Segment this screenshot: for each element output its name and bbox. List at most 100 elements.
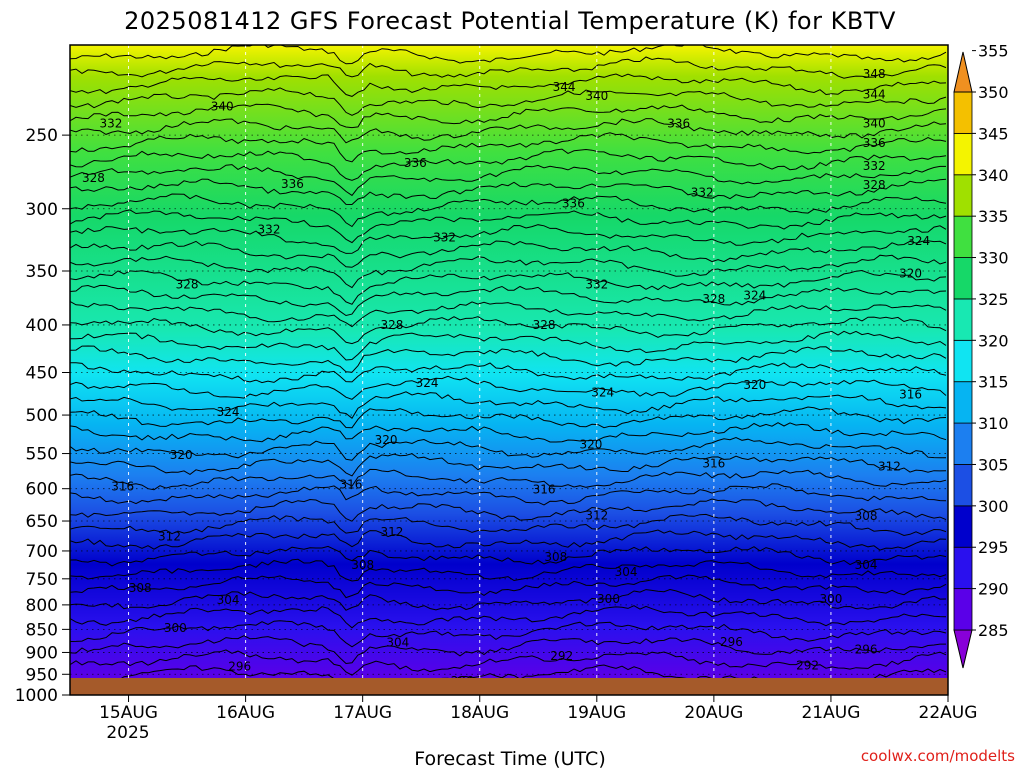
isentrope-line: [70, 103, 947, 129]
x-axis-label: Forecast Time (UTC): [414, 748, 605, 768]
contour-label: 308: [544, 550, 567, 564]
colorbar-segment: [953, 257, 973, 300]
contour-label: 300: [597, 592, 620, 606]
ground-surface: [70, 678, 948, 695]
colorbar-underflow: [953, 629, 973, 669]
colorbar-label: 295: [978, 538, 1009, 557]
contour-label: 348: [863, 67, 886, 81]
contour-label: 336: [281, 177, 304, 191]
colorbar-segment: [953, 298, 973, 341]
contour-label: 320: [899, 266, 922, 280]
isentrope-line: [70, 362, 947, 384]
contour-label: 324: [907, 234, 930, 248]
colorbar-segment: [953, 91, 973, 134]
colorbar-label: 285: [978, 621, 1009, 640]
isentrope-line: [70, 574, 947, 599]
contour-label: 300: [819, 592, 842, 606]
contour-label: 296: [720, 635, 743, 649]
colorbar-label: 345: [978, 124, 1009, 143]
contour-label: 312: [878, 460, 901, 474]
isentrope-line: [70, 300, 947, 328]
colorbar-segment: [953, 381, 973, 424]
colorbar-segment: [953, 588, 973, 631]
isentrope-line: [70, 73, 947, 97]
isentrope-line: [70, 269, 947, 305]
y-tick-label: 1000: [15, 686, 58, 706]
isentrope-line: [70, 209, 947, 244]
isentrope-line: [70, 375, 947, 400]
colorbar-segment: [953, 505, 973, 548]
colorbar-segment: [953, 215, 973, 258]
contour-label: 328: [863, 178, 886, 192]
isentrope-line: [70, 498, 947, 522]
isentrope-line: [70, 588, 947, 611]
contour-label: 328: [702, 292, 725, 306]
y-tick-label: 950: [26, 665, 58, 685]
colorbar-label: 355: [978, 42, 1009, 61]
chart-title: 2025081412 GFS Forecast Potential Temper…: [124, 7, 896, 35]
y-tick-label: 700: [26, 542, 58, 562]
colorbar-segment: [953, 174, 973, 217]
isentrope-line: [70, 529, 947, 551]
isentrope-line: [70, 422, 947, 443]
contour-label: 316: [899, 387, 922, 401]
x-tick-label: 16AUG: [216, 703, 275, 723]
isentrope-line: [70, 453, 947, 477]
contour-label: 332: [258, 223, 281, 237]
isentrope-line: [70, 483, 947, 506]
contour-label: 312: [585, 508, 608, 522]
contour-label: 332: [585, 278, 608, 292]
contour-label: 304: [855, 558, 878, 572]
x-axis: 15AUG 16AUG 17AUG 18AUG 19AUG 20AUG 21AUG 22AUG: [99, 695, 977, 723]
isentrope-line: [70, 635, 946, 665]
contour-label: 320: [743, 378, 766, 392]
y-tick-label: 350: [26, 262, 58, 282]
isentrope-line: [70, 240, 947, 268]
plot-area: 348 344 344 340 340 340 336 336 336 336 336 332 332 3…: [70, 45, 948, 688]
isentrope-line: [70, 178, 947, 206]
colorbar-segment: [953, 339, 973, 383]
isentrope-line: [70, 558, 947, 582]
contour-label: 316: [340, 478, 363, 492]
potential-temperature-field: [70, 45, 948, 678]
contour-label: 300: [164, 621, 187, 635]
x-tick-label: 18AUG: [450, 703, 509, 723]
contour-label: 336: [667, 117, 690, 131]
contour-label: 312: [158, 529, 181, 543]
contour-label: 340: [863, 117, 886, 131]
y-tick-label: 600: [26, 480, 58, 500]
isentrope-line: [70, 513, 947, 537]
isentrope-line: [70, 436, 947, 461]
isentrope-line: [70, 620, 947, 648]
contour-label: 328: [82, 171, 105, 185]
colorbar-label: 315: [978, 373, 1009, 392]
isentrope-line: [70, 330, 947, 361]
contour-label: 324: [591, 386, 614, 400]
contour-label: 304: [386, 635, 409, 649]
y-tick-label: 550: [26, 445, 58, 465]
colorbar-label: 325: [978, 290, 1009, 309]
contour-label: 316: [533, 482, 556, 496]
isentrope-line: [70, 345, 947, 373]
contour-label: 324: [743, 289, 766, 303]
contour-label: 296: [228, 660, 251, 674]
isentrope-line: [70, 45, 947, 65]
contour-label: 304: [217, 593, 240, 607]
y-tick-label: 500: [26, 406, 58, 426]
contour-label: 292: [796, 659, 819, 673]
isentrope-line: [70, 649, 947, 676]
contour-label: 320: [375, 433, 398, 447]
isentrope-line: [70, 468, 947, 491]
contour-label: 324: [217, 405, 240, 419]
x-tick-label: 21AUG: [801, 703, 860, 723]
isentrope-line: [70, 316, 947, 345]
colorbar-label: 320: [978, 331, 1009, 350]
contour-label: 296: [451, 674, 474, 688]
contour-label: 332: [433, 230, 456, 244]
contour-label: 308: [855, 509, 878, 523]
y-tick-label: 900: [26, 643, 58, 663]
y-tick-label: 650: [26, 512, 58, 532]
contour-label: 328: [533, 318, 556, 332]
y-tick-label: 400: [26, 316, 58, 336]
credit-link[interactable]: coolwx.com/modelts: [861, 747, 1015, 765]
